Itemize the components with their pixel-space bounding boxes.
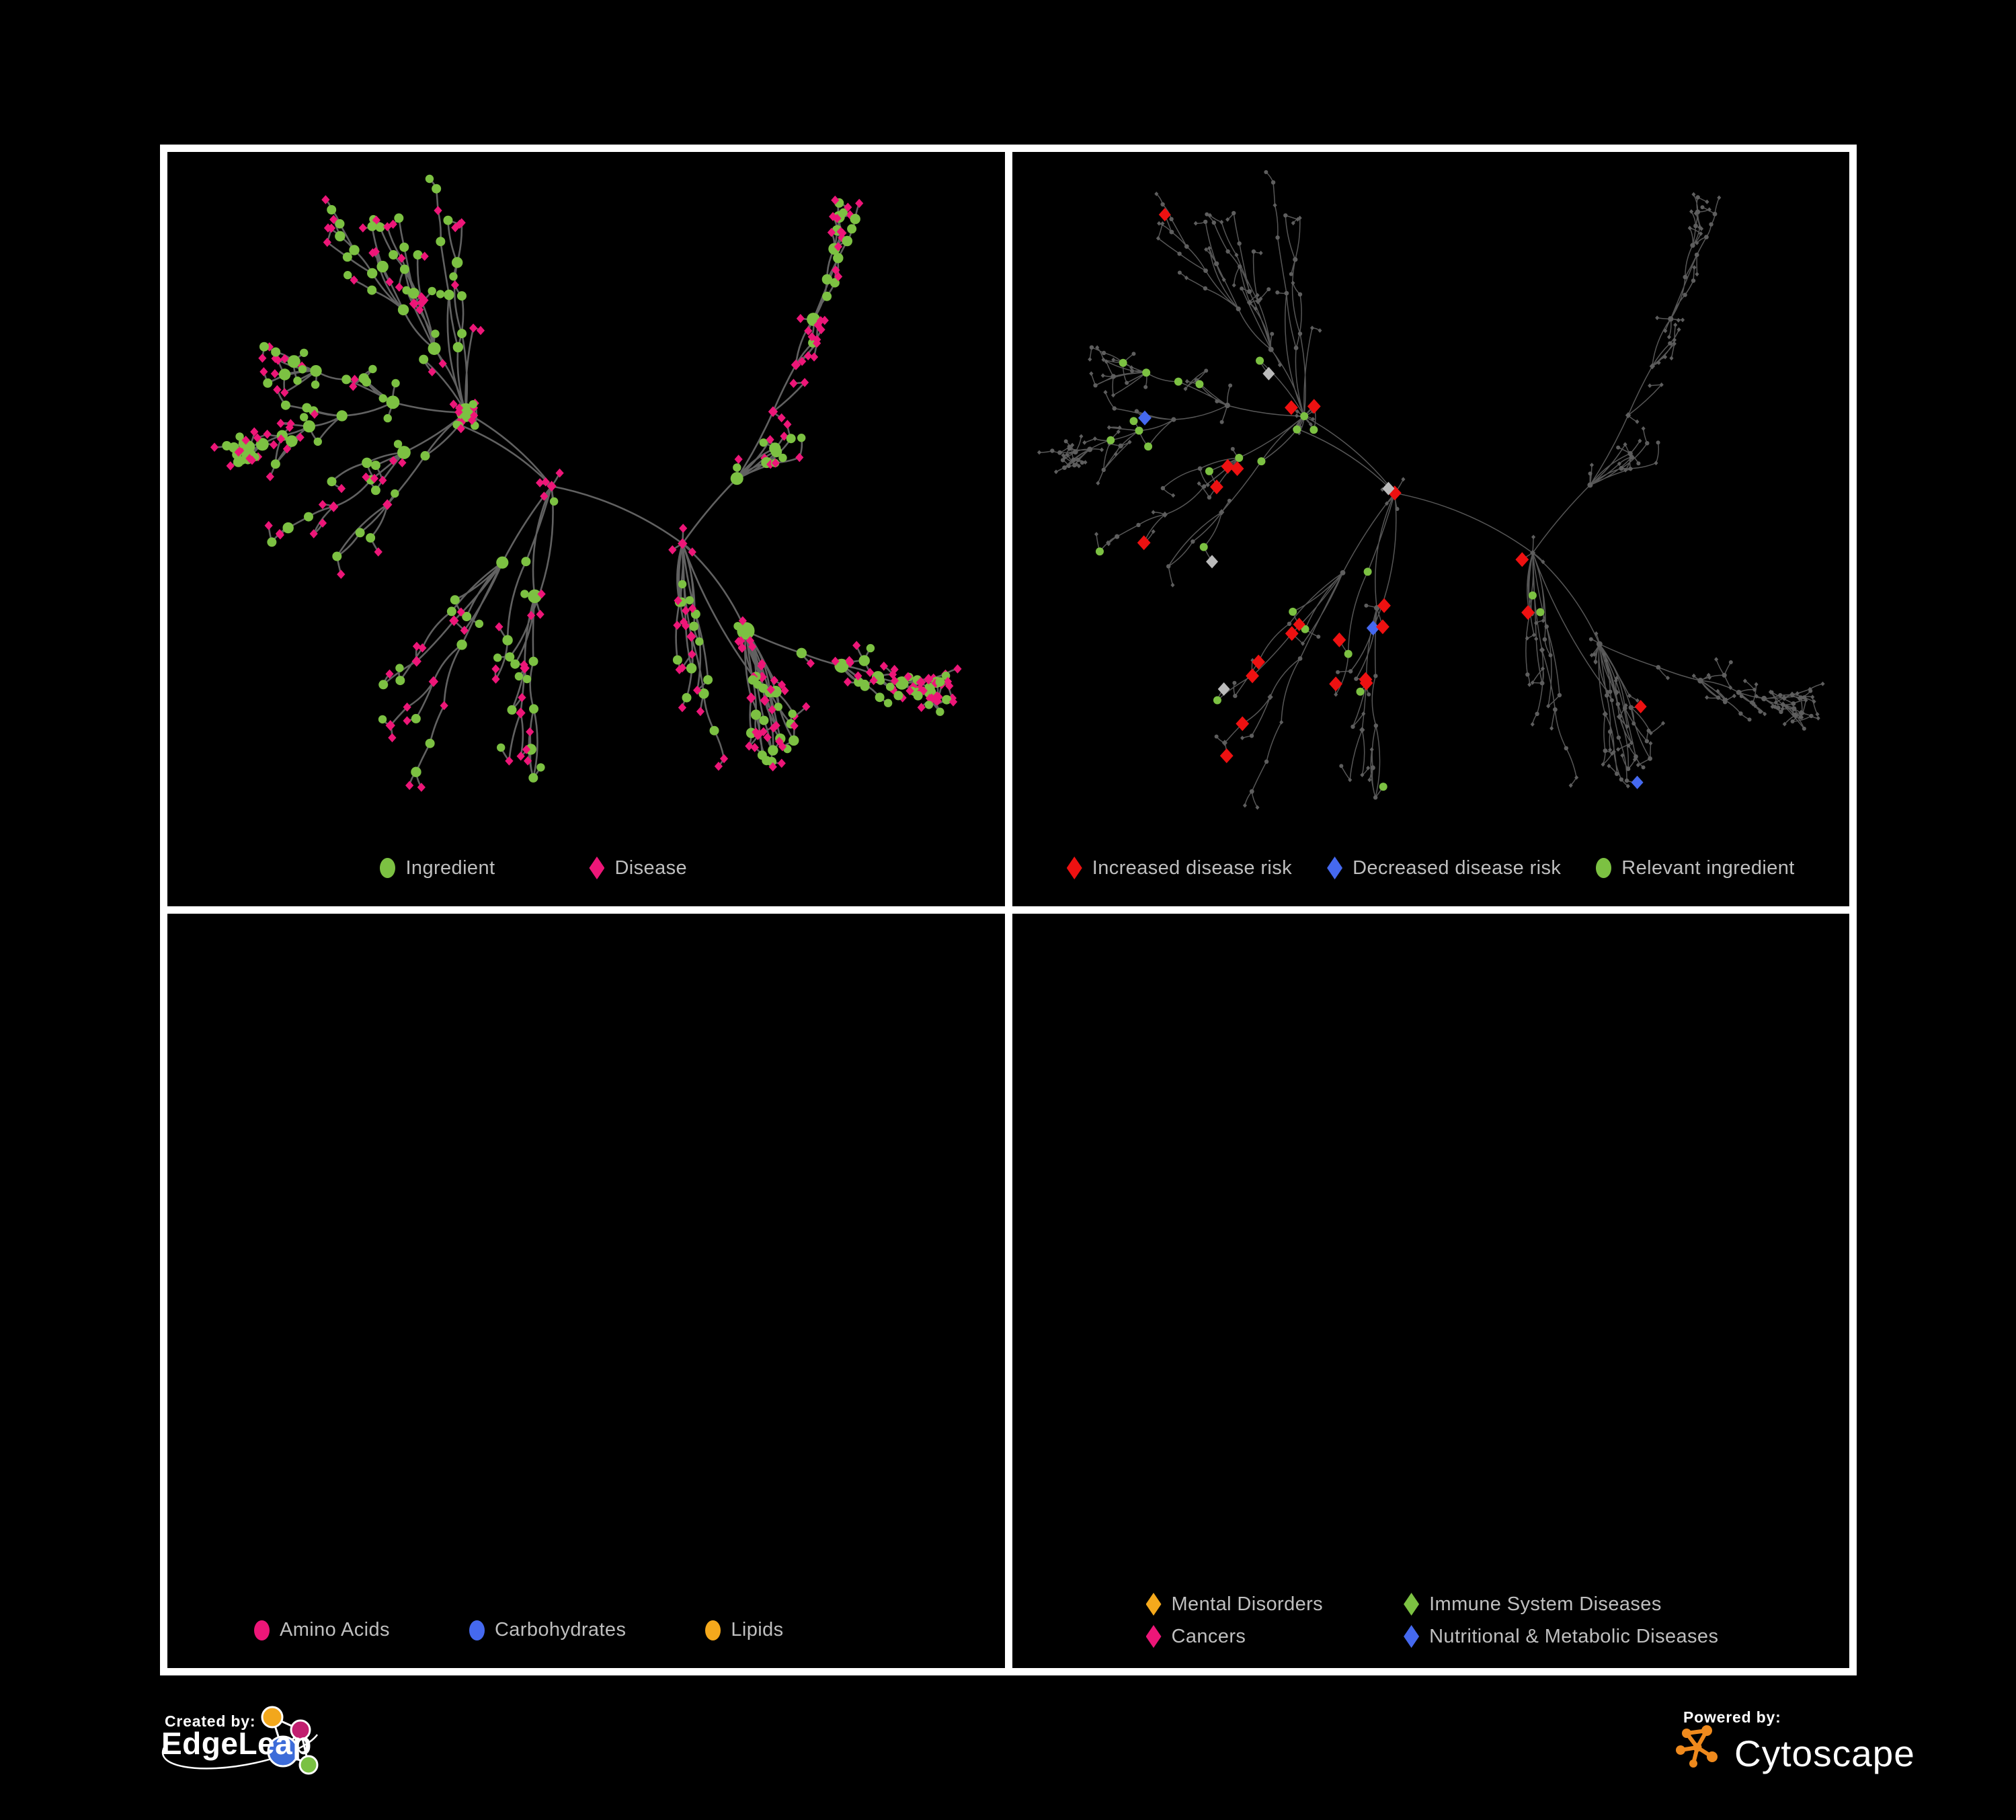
network-figure: Ingredient Disease Increased disease ris… [160,145,1857,1675]
edgeleap-wordmark: EdgeLeap [161,1726,312,1761]
edgeleap-orange-node [261,1706,284,1729]
powered-by-label: Powered by: [1683,1708,1781,1726]
cytoscape-wordmark: Cytoscape [1734,1733,1915,1774]
carbohydrates-circle-icon [469,1620,485,1640]
legend-label: Ingredient [405,857,495,879]
decreased-risk-diamond-icon [1327,857,1343,879]
amino-acids-circle-icon [253,1620,270,1640]
legend-label: Nutritional & Metabolic Diseases [1429,1625,1719,1647]
panel1-legend: Ingredient Disease [167,857,953,879]
legend-item-amino-acids: Amino Acids [253,1619,390,1641]
nutritional-metabolic-diseases-diamond-icon [1404,1625,1420,1648]
relevant-ingredient-circle-icon [1596,858,1612,878]
panel3-legend: Amino Acids Carbohydrates Lipids [167,1619,938,1641]
legend-item-disease: Disease [589,857,687,879]
legend-label: Carbohydrates [494,1619,627,1640]
legend-label: Mental Disorders [1171,1593,1324,1615]
legend-item-nutritional-metabolic-diseases: Nutritional & Metabolic Diseases [1404,1625,1718,1648]
legend-item-ingredient: Ingredient [380,857,495,879]
cancers-diamond-icon [1145,1625,1162,1648]
panel-disease-categories: Mental Disorders Immune System Diseases … [1012,914,1850,1668]
panel-ingredient-disease: Ingredient Disease [167,152,1005,906]
legend-label: Cancers [1171,1625,1246,1647]
legend-item-decreased-risk: Decreased disease risk [1327,857,1561,879]
legend-item-cancers: Cancers [1145,1625,1324,1648]
cytoscape-logo-icon [1676,1725,1718,1768]
edgeleap-green-node [298,1755,319,1775]
panel-ingredient-classes: Amino Acids Carbohydrates Lipids [167,914,1005,1668]
legend-item-carbohydrates: Carbohydrates [469,1619,626,1641]
panel-disease-risk: Increased disease risk Decreased disease… [1012,152,1850,906]
increased-risk-diamond-icon [1066,857,1082,879]
lipids-circle-icon [705,1620,721,1640]
immune-system-diseases-diamond-icon [1404,1593,1420,1616]
legend-item-immune-system-diseases: Immune System Diseases [1404,1593,1718,1616]
legend-label: Decreased disease risk [1353,857,1562,879]
disease-categories-network-graph [1012,914,1850,1668]
legend-label: Amino Acids [279,1619,390,1640]
disease-risk-network-graph [1037,170,1825,810]
ingredient-classes-network-graph [167,914,1005,1668]
panel4-legend: Mental Disorders Immune System Diseases … [1145,1593,1719,1648]
edgeleap-magenta-node [290,1719,311,1741]
legend-label: Increased disease risk [1092,857,1293,879]
disease-diamond-icon [589,857,605,879]
edgeleap-blue-node [267,1735,299,1768]
legend-item-increased-risk: Increased disease risk [1066,857,1293,879]
legend-label: Immune System Diseases [1429,1593,1662,1615]
ingredient-disease-network-graph [210,174,962,792]
panel-grid: Ingredient Disease Increased disease ris… [160,145,1857,1675]
created-by-label: Created by: [165,1712,256,1730]
panel2-legend: Increased disease risk Decreased disease… [1012,857,1850,879]
mental-disorders-diamond-icon [1145,1593,1162,1616]
legend-item-relevant-ingredient: Relevant ingredient [1596,857,1794,879]
edgeleap-logo-icon [161,1706,319,1775]
ingredient-circle-icon [380,858,396,878]
legend-label: Lipids [731,1619,784,1640]
legend-item-lipids: Lipids [705,1619,783,1641]
legend-item-mental-disorders: Mental Disorders [1145,1593,1324,1616]
legend-label: Disease [614,857,688,879]
legend-label: Relevant ingredient [1621,857,1795,879]
